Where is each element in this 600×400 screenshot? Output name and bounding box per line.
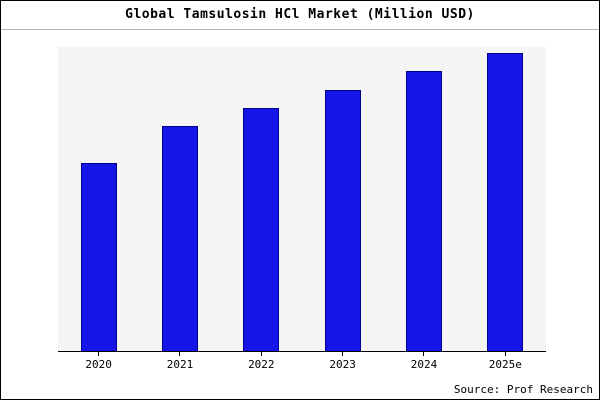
source-text: Source: Prof Research (453, 383, 593, 396)
bar-2021 (161, 126, 198, 351)
bar-series (58, 47, 546, 351)
x-axis-label-cell: 2025e (483, 352, 527, 371)
x-axis-label: 2024 (410, 358, 438, 371)
axis-tick (98, 352, 100, 356)
x-axis-label-cell: 2021 (158, 352, 202, 371)
x-axis-label: 2023 (329, 358, 356, 371)
axis-tick (260, 352, 262, 356)
plot-area (58, 47, 546, 352)
x-axis-label-cell: 2022 (239, 352, 283, 371)
axis-tick (342, 352, 344, 356)
bar-2022 (243, 107, 280, 351)
x-axis-label-cell: 2023 (321, 352, 365, 371)
x-axis-label-cell: 2020 (77, 352, 121, 371)
bar-2024 (405, 71, 442, 351)
bar-2020 (80, 162, 117, 351)
x-axis-label: 2025e (488, 358, 522, 371)
bar-2023 (324, 89, 361, 351)
x-axis-label-cell: 2024 (402, 352, 446, 371)
title-divider (1, 29, 599, 30)
x-axis-label: 2022 (248, 358, 275, 371)
x-axis-label: 2021 (166, 358, 194, 371)
chart-title: Global Tamsulosin HCl Market (Million US… (125, 7, 475, 22)
x-axis: 2020 2021 2022 2023 2024 2025e (58, 352, 546, 371)
x-axis-label: 2020 (85, 358, 112, 371)
bar-2025e (487, 53, 524, 351)
axis-tick (179, 352, 181, 356)
axis-tick (504, 352, 506, 356)
axis-tick (423, 352, 425, 356)
